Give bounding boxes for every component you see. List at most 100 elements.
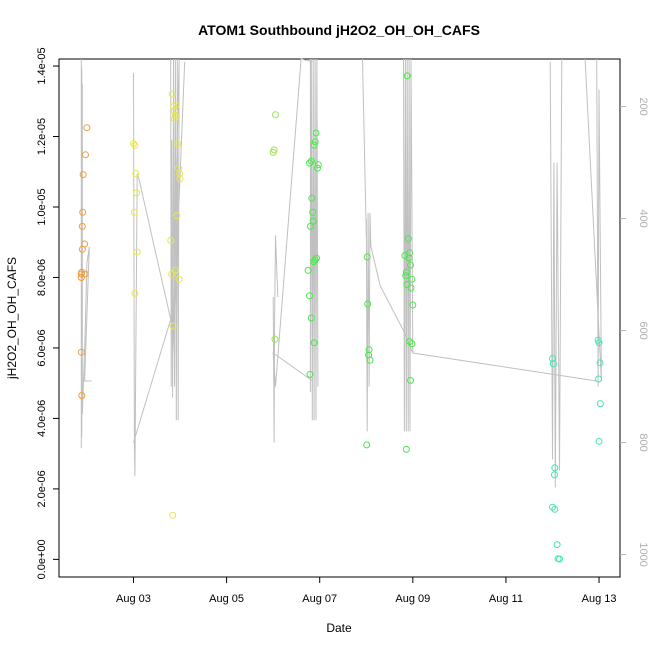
data-point xyxy=(307,314,315,322)
x-tick-label: Aug 05 xyxy=(209,593,244,605)
data-point xyxy=(272,111,279,119)
data-point xyxy=(310,141,318,149)
data-point xyxy=(365,351,373,359)
y2-tick-label: 800 xyxy=(637,433,649,451)
data-point xyxy=(409,301,417,309)
data-point xyxy=(363,441,371,449)
data-point xyxy=(595,375,603,383)
data-point xyxy=(82,151,89,159)
data-point xyxy=(313,254,320,262)
data-point xyxy=(173,212,181,220)
data-point xyxy=(549,360,557,368)
y2-tick-label: 200 xyxy=(637,97,649,115)
data-point xyxy=(407,376,414,384)
data-point xyxy=(364,300,372,308)
y-tick-label: 4.0e-06 xyxy=(36,400,48,437)
data-point xyxy=(167,237,175,244)
altitude-line xyxy=(362,58,367,236)
altitude-lines xyxy=(80,58,602,488)
y-tick-label: 6.0e-06 xyxy=(36,329,48,366)
y-tick-label: 1.4e-05 xyxy=(36,47,48,84)
data-point xyxy=(171,107,178,115)
data-point xyxy=(174,140,182,148)
data-point xyxy=(171,115,178,123)
altitude-line xyxy=(272,58,313,387)
altitude-line xyxy=(309,58,319,421)
y-axis: 0.0e+00 2.0e-06 4.0e-06 6.0e-06 8.0e-06 1.0e-… xyxy=(36,47,59,579)
plot-frame xyxy=(58,58,621,578)
y-tick-label: 0.0e+00 xyxy=(36,539,48,579)
chart-title: ATOM1 Southbound jH2O2_OH_OH_CAFS xyxy=(198,22,480,38)
data-point xyxy=(307,157,315,165)
data-point xyxy=(168,270,176,278)
x-tick-label: Aug 07 xyxy=(302,593,337,605)
data-point xyxy=(83,124,91,132)
x-tick-label: Aug 03 xyxy=(116,593,151,605)
data-point xyxy=(133,189,141,197)
data-point xyxy=(549,355,556,362)
data-point xyxy=(556,555,563,563)
data-point xyxy=(551,505,559,513)
data-point xyxy=(595,437,603,445)
x-tick-label: Aug 13 xyxy=(582,593,617,605)
data-point xyxy=(363,253,371,261)
data-point xyxy=(308,194,316,202)
data-point xyxy=(306,159,313,167)
data-point xyxy=(176,175,184,183)
data-point xyxy=(595,339,603,347)
data-point xyxy=(130,140,137,148)
data-point xyxy=(596,359,604,367)
data-points xyxy=(77,72,604,563)
data-point xyxy=(171,266,179,274)
data-point xyxy=(168,90,176,98)
data-point xyxy=(78,268,86,276)
altitude-line xyxy=(170,58,186,421)
data-point xyxy=(132,170,140,177)
y2-tick-label: 1000 xyxy=(637,542,649,566)
data-point xyxy=(311,256,319,264)
altitude-line xyxy=(80,59,92,449)
data-point xyxy=(79,171,87,179)
data-point xyxy=(309,217,317,225)
data-point xyxy=(81,270,89,278)
data-point xyxy=(175,275,183,283)
altitude-line xyxy=(403,58,414,432)
data-point xyxy=(133,248,141,256)
data-point xyxy=(304,266,312,274)
data-point xyxy=(405,254,413,262)
data-point xyxy=(553,541,561,549)
data-point xyxy=(271,335,279,343)
y2-axis: 200 400 600 800 1000 xyxy=(620,97,649,567)
data-point xyxy=(550,471,558,479)
altitude-line xyxy=(549,58,563,488)
data-point xyxy=(306,370,314,378)
data-point xyxy=(365,346,373,354)
y2-tick-label: 400 xyxy=(637,209,649,227)
data-point xyxy=(407,261,414,269)
data-point xyxy=(171,111,179,119)
x-tick-label: Aug 11 xyxy=(489,593,523,605)
data-point xyxy=(169,511,177,519)
data-point xyxy=(402,268,410,276)
data-point xyxy=(403,72,411,80)
altitude-line xyxy=(133,72,172,477)
data-point xyxy=(312,129,320,137)
data-point xyxy=(407,284,415,292)
data-point xyxy=(314,161,322,169)
altitude-line xyxy=(365,212,597,432)
data-point xyxy=(309,208,317,216)
data-point xyxy=(81,240,89,248)
data-point xyxy=(130,208,138,216)
y-tick-label: 8.0e-06 xyxy=(36,259,48,296)
data-point xyxy=(77,348,85,356)
data-point xyxy=(176,170,184,177)
data-point xyxy=(404,235,412,243)
data-point xyxy=(306,222,314,230)
data-point xyxy=(306,292,313,300)
data-point xyxy=(551,464,559,472)
data-point xyxy=(406,249,414,257)
x-axis: Aug 03 Aug 05 Aug 07 Aug 09 Aug 11 Aug 13 xyxy=(116,577,616,605)
data-point xyxy=(175,164,183,172)
data-point xyxy=(310,339,318,347)
